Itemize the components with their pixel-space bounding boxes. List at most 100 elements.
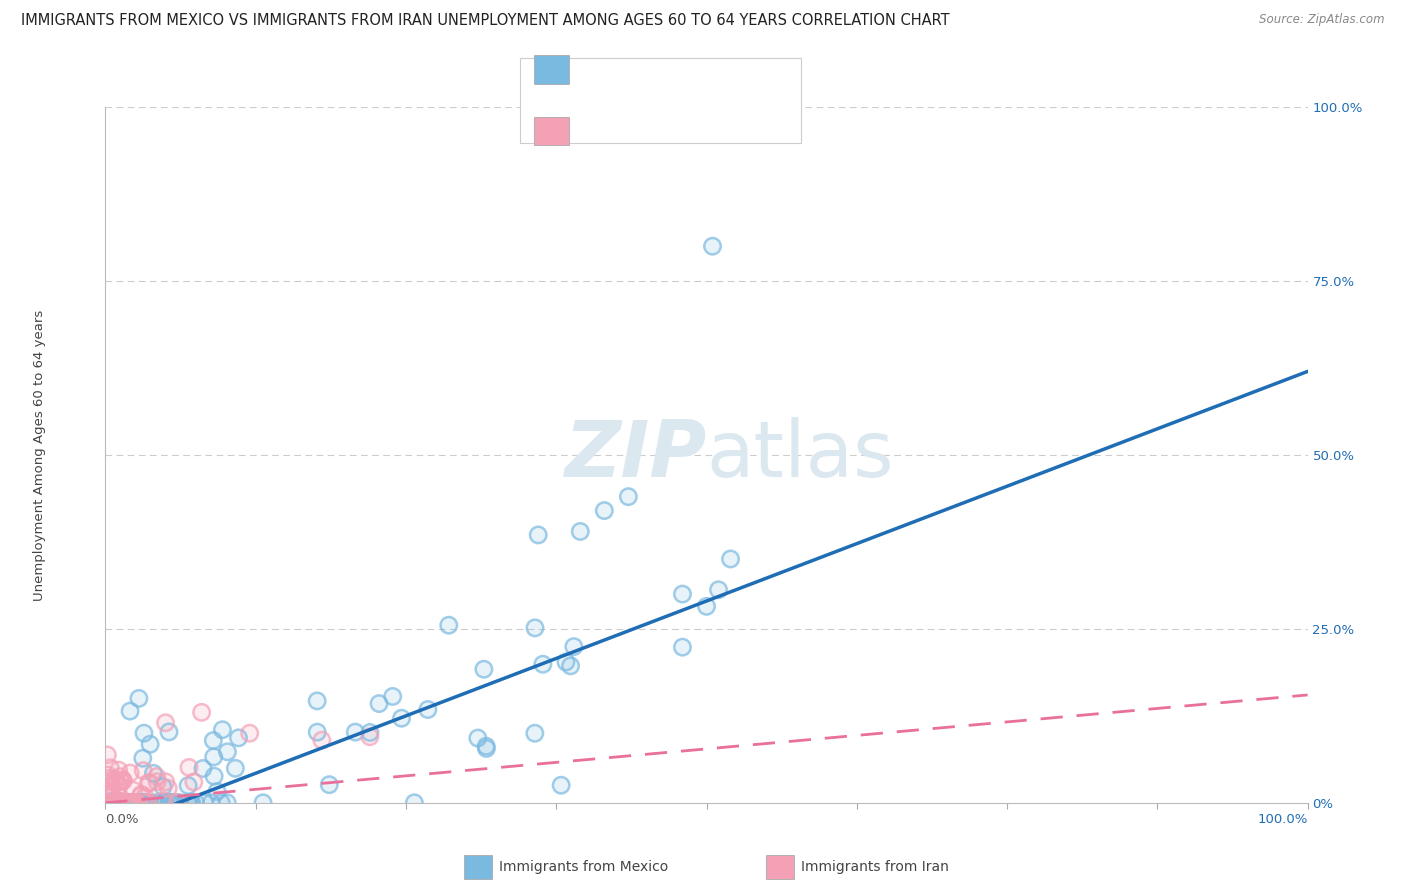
Point — [103, 796, 125, 810]
Point — [307, 694, 329, 708]
Point — [252, 796, 274, 810]
Point — [94, 796, 117, 810]
Point — [120, 704, 142, 718]
Point — [193, 796, 215, 810]
Point — [132, 764, 155, 778]
Point — [153, 796, 176, 810]
Point — [142, 796, 165, 810]
Point — [125, 796, 148, 810]
Point — [359, 725, 381, 739]
Point — [167, 796, 190, 810]
Point — [191, 762, 214, 776]
Point — [176, 796, 198, 810]
Point — [344, 725, 367, 739]
Point — [98, 796, 121, 810]
Point — [671, 587, 693, 601]
Point — [101, 796, 124, 810]
Point — [98, 790, 121, 805]
Point — [307, 725, 329, 739]
Text: 100.0%: 100.0% — [1257, 814, 1308, 826]
Point — [120, 704, 142, 718]
Point — [105, 775, 128, 789]
Point — [138, 796, 160, 810]
Point — [96, 747, 118, 762]
Point — [190, 706, 212, 720]
Point — [136, 796, 159, 810]
Point — [152, 793, 174, 807]
Point — [209, 796, 232, 810]
Point — [98, 796, 121, 810]
Point — [107, 763, 129, 777]
Point — [111, 796, 134, 810]
Point — [202, 750, 225, 764]
Point — [104, 796, 127, 810]
Point — [112, 773, 135, 788]
Point — [121, 796, 143, 810]
Point — [103, 796, 125, 810]
Point — [96, 796, 118, 810]
Point — [239, 726, 262, 740]
Text: 0.0%: 0.0% — [105, 814, 139, 826]
Point — [108, 794, 131, 808]
Point — [153, 796, 176, 810]
Point — [97, 768, 120, 782]
Point — [531, 657, 554, 672]
Point — [177, 796, 200, 810]
Point — [112, 796, 135, 810]
Point — [239, 726, 262, 740]
Point — [184, 796, 207, 810]
Point — [307, 694, 329, 708]
Point — [162, 796, 184, 810]
Point — [104, 796, 127, 810]
Point — [134, 789, 156, 804]
Point — [129, 789, 152, 803]
Point — [120, 796, 142, 810]
Point — [202, 733, 225, 747]
Point — [111, 773, 134, 788]
Point — [124, 796, 146, 810]
Point — [138, 776, 160, 790]
Point — [167, 796, 190, 810]
Point — [381, 690, 404, 704]
Point — [531, 657, 554, 672]
Point — [120, 796, 142, 810]
Point — [120, 796, 142, 810]
Point — [101, 780, 124, 794]
Point — [416, 702, 439, 716]
Point — [228, 731, 250, 745]
Point — [527, 528, 550, 542]
Point — [152, 793, 174, 807]
Point — [163, 796, 186, 810]
Point — [97, 768, 120, 782]
Point — [569, 524, 592, 539]
Point — [524, 621, 547, 635]
Point — [100, 796, 122, 810]
Point — [205, 784, 228, 798]
Point — [368, 697, 391, 711]
Point — [134, 796, 156, 810]
Point — [101, 796, 124, 810]
Point — [155, 774, 177, 789]
Point — [617, 490, 640, 504]
Point — [120, 796, 142, 810]
Point — [159, 796, 181, 810]
Point — [111, 796, 134, 810]
Point — [152, 796, 174, 810]
Point — [98, 786, 121, 800]
Point — [107, 763, 129, 777]
Point — [98, 780, 121, 794]
Point — [139, 737, 162, 751]
Point — [145, 770, 167, 784]
Point — [120, 796, 142, 810]
Point — [122, 796, 145, 810]
Point — [696, 599, 718, 614]
Point — [167, 796, 190, 810]
Point — [318, 778, 340, 792]
Point — [98, 761, 121, 775]
Point — [467, 731, 489, 745]
Point — [381, 690, 404, 704]
Point — [217, 796, 239, 810]
Point — [391, 711, 413, 725]
Point — [155, 715, 177, 730]
Text: Immigrants from Iran: Immigrants from Iran — [801, 860, 949, 874]
